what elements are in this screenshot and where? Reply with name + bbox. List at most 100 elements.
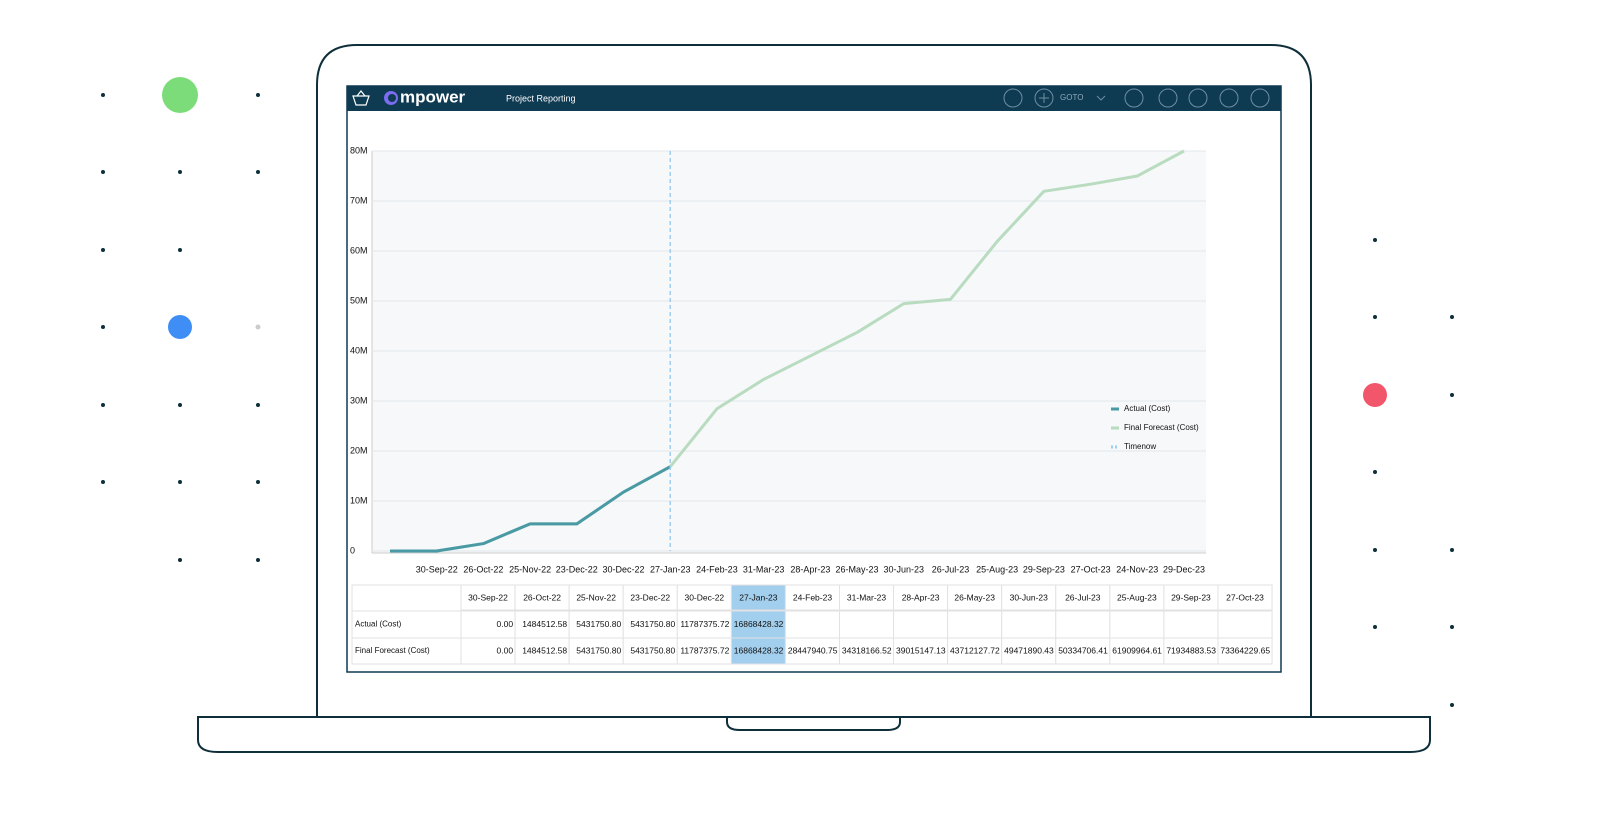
table-value: 73364229.65 [1220, 645, 1270, 655]
basket-icon[interactable] [352, 90, 370, 106]
column-header: 23-Dec-22 [630, 592, 670, 602]
column-header: 26-May-23 [954, 592, 995, 602]
x-tick-label: 26-Oct-22 [463, 564, 503, 574]
column-header: 28-Apr-23 [902, 592, 940, 602]
table-value: 43712127.72 [950, 645, 1000, 655]
refresh-button[interactable] [1124, 88, 1144, 108]
table-cell [1109, 610, 1165, 639]
x-tick-label: 27-Oct-23 [1071, 564, 1111, 574]
table-cell [1163, 584, 1219, 611]
table-cell [1055, 584, 1111, 611]
column-header: 26-Oct-22 [523, 592, 561, 602]
table-value: 5431750.80 [576, 645, 621, 655]
table-cell [1217, 610, 1273, 639]
table-cell [1217, 584, 1273, 611]
column-header: 25-Aug-23 [1117, 592, 1157, 602]
table-cell [838, 584, 895, 611]
x-tick-label: 30-Sep-22 [416, 564, 458, 574]
column-header: 30-Dec-22 [684, 592, 724, 602]
x-tick-label: 30-Dec-22 [603, 564, 645, 574]
table-cell [568, 584, 624, 611]
goto-dropdown[interactable] [1096, 95, 1106, 101]
table-cell [460, 584, 516, 611]
table-value: 49471890.43 [1004, 645, 1054, 655]
table-value: 39015147.13 [896, 645, 946, 655]
table-cell [514, 584, 570, 611]
legend-label: Timenow [1124, 442, 1156, 451]
power-button[interactable] [1219, 88, 1239, 108]
table-value: 16868428.32 [734, 645, 784, 655]
table-cell [947, 637, 1003, 665]
table-cell [947, 610, 1003, 639]
table-cell [460, 610, 516, 639]
column-header: 30-Sep-22 [468, 592, 508, 602]
column-header: 30-Jun-23 [1010, 592, 1049, 602]
x-tick-label: 26-May-23 [836, 564, 879, 574]
forward-button[interactable] [1188, 88, 1208, 108]
legend-label: Final Forecast (Cost) [1124, 423, 1199, 432]
column-header: 26-Jul-23 [1065, 592, 1101, 602]
table-value: 5431750.80 [630, 645, 675, 655]
table-cell [730, 584, 786, 611]
y-tick-label: 20M [350, 445, 368, 455]
table-cell [784, 610, 840, 639]
table-value: 50334706.41 [1058, 645, 1108, 655]
table-value: 28447940.75 [788, 645, 838, 655]
table-value: 5431750.80 [576, 619, 621, 629]
x-tick-label: 25-Aug-23 [976, 564, 1018, 574]
app-header [347, 86, 1281, 111]
y-tick-label: 30M [350, 395, 368, 405]
table-cell [893, 637, 949, 665]
table-value: 0.00 [497, 619, 514, 629]
table-cell [676, 584, 732, 611]
add-button[interactable] [1034, 88, 1054, 108]
table-cell [784, 584, 840, 611]
x-tick-label: 26-Jul-23 [932, 564, 970, 574]
y-tick-label: 0 [350, 545, 355, 555]
table-cell [1001, 584, 1057, 611]
legend-label: Actual (Cost) [1124, 404, 1171, 413]
row-label: Actual (Cost) [355, 620, 402, 629]
table-value: 0.00 [497, 645, 514, 655]
x-tick-label: 29-Sep-23 [1023, 564, 1065, 574]
row-label: Final Forecast (Cost) [355, 646, 430, 655]
laptop [197, 44, 1431, 753]
table-value: 71934883.53 [1166, 645, 1216, 655]
table-value: 11787375.72 [680, 619, 729, 629]
table-cell [784, 637, 840, 665]
column-header: 27-Oct-23 [1226, 592, 1264, 602]
table-value: 34318166.52 [842, 645, 892, 655]
decor-dots [101, 77, 1454, 707]
table-cell [1001, 610, 1057, 639]
table-value: 16868428.32 [734, 619, 784, 629]
table-cell [676, 637, 732, 665]
table-cell [893, 610, 949, 639]
home-button[interactable] [1003, 88, 1023, 108]
back-button[interactable] [1158, 88, 1178, 108]
toolbar [1003, 88, 1270, 108]
table-cell [514, 637, 570, 665]
goto-label[interactable]: GOTO [1060, 93, 1083, 102]
y-tick-label: 10M [350, 495, 368, 505]
table-cell [1001, 637, 1057, 665]
table-cell [622, 584, 678, 611]
x-tick-label: 24-Nov-23 [1116, 564, 1158, 574]
plot-area [372, 151, 1206, 553]
table-value: 61909964.61 [1112, 645, 1162, 655]
column-header: 29-Sep-23 [1171, 592, 1211, 602]
y-tick-label: 50M [350, 295, 368, 305]
x-tick-label: 28-Apr-23 [790, 564, 830, 574]
row-label-cell [351, 637, 462, 665]
x-tick-label: 31-Mar-23 [743, 564, 785, 574]
table-value: 1484512.58 [522, 645, 567, 655]
table-cell [1109, 637, 1165, 665]
column-header: 31-Mar-23 [847, 592, 886, 602]
x-tick-label: 29-Dec-23 [1163, 564, 1205, 574]
logo-mark-inner [388, 94, 396, 102]
logo: mpower [400, 87, 466, 106]
help-button[interactable] [1250, 88, 1270, 108]
y-tick-label: 80M [350, 145, 368, 155]
x-tick-label: 30-Jun-23 [883, 564, 924, 574]
